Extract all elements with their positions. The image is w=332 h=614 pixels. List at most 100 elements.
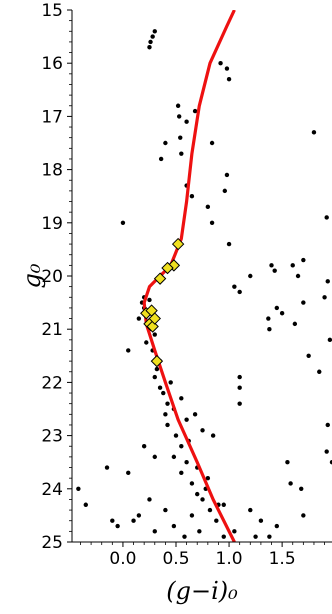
star-point — [195, 491, 200, 497]
star-point — [163, 507, 168, 513]
x-axis-label: (g−i)₀ — [166, 577, 238, 605]
star-point — [274, 305, 280, 311]
star-point — [171, 454, 177, 460]
star-point — [237, 289, 242, 295]
y-tick-label: 19 — [41, 214, 63, 234]
star-point — [205, 475, 211, 481]
star-point — [322, 295, 327, 300]
star-point — [209, 140, 215, 146]
star-point — [163, 412, 168, 417]
star-point — [136, 316, 142, 321]
y-tick-label: 21 — [41, 320, 63, 340]
star-point — [157, 385, 163, 390]
star-point — [144, 340, 149, 345]
star-point — [292, 321, 298, 327]
star-point — [311, 130, 317, 135]
star-point — [226, 76, 232, 82]
star-point — [83, 502, 88, 507]
star-point — [272, 268, 277, 273]
y-tick-label: 20 — [41, 267, 63, 287]
star-point — [299, 486, 304, 491]
star-point — [184, 460, 189, 465]
star-point — [110, 518, 115, 523]
star-point — [147, 297, 152, 303]
star-point — [163, 140, 168, 146]
star-point — [209, 220, 215, 225]
star-point — [317, 369, 322, 374]
star-point — [210, 433, 216, 438]
star-point — [327, 337, 332, 343]
y-tick-label: 25 — [41, 533, 63, 553]
x-tick-label: 0.5 — [162, 549, 189, 569]
star-point — [205, 204, 211, 210]
star-point — [207, 507, 213, 513]
y-tick-label: 16 — [41, 54, 63, 74]
star-point — [253, 534, 258, 539]
y-axis-label: g₀ — [18, 263, 46, 288]
y-tick-label: 22 — [41, 373, 63, 393]
plot-content — [76, 10, 332, 542]
star-point — [269, 263, 274, 268]
star-point — [290, 263, 295, 268]
star-point — [237, 401, 242, 406]
star-point — [232, 284, 237, 289]
member-diamond — [148, 312, 161, 325]
x-tick-label: 1.5 — [269, 549, 296, 569]
star-point — [218, 61, 223, 66]
star-point — [152, 29, 157, 34]
star-point — [178, 135, 183, 140]
member-diamond — [153, 272, 167, 285]
star-point — [226, 241, 232, 247]
star-point — [184, 417, 189, 422]
y-tick-label: 15 — [41, 1, 63, 21]
star-point — [136, 513, 142, 518]
star-point — [175, 103, 181, 108]
star-point — [152, 454, 157, 460]
star-point — [295, 273, 301, 279]
star-point — [222, 188, 228, 194]
star-point — [154, 366, 160, 372]
star-point — [171, 523, 177, 529]
star-point — [288, 481, 293, 486]
star-point — [179, 470, 184, 476]
star-point — [189, 481, 195, 486]
star-point — [126, 470, 131, 476]
y-tick-label: 17 — [41, 107, 63, 127]
y-axis-ticks: 15 16 17 18 19 20 21 22 23 24 25 — [41, 1, 72, 553]
star-point — [237, 385, 242, 390]
star-point — [158, 156, 164, 162]
y-tick-label: 23 — [41, 427, 63, 447]
star-point — [324, 449, 329, 454]
member-diamond — [150, 354, 164, 368]
star-point — [152, 529, 157, 534]
star-point — [104, 465, 110, 470]
star-point — [248, 273, 253, 279]
star-point — [306, 353, 311, 358]
star-point — [325, 422, 330, 428]
star-point — [232, 529, 237, 534]
x-tick-label: 0.0 — [109, 549, 136, 569]
star-point — [214, 518, 219, 523]
star-point — [267, 534, 272, 539]
star-point — [221, 534, 226, 539]
star-point — [301, 257, 306, 263]
star-point — [301, 300, 306, 305]
isochrone-line — [142, 10, 236, 542]
member-diamond — [171, 237, 185, 251]
star-point — [267, 327, 272, 332]
star-point — [189, 194, 195, 199]
star-point — [147, 497, 152, 502]
star-point — [126, 348, 131, 353]
star-point — [179, 396, 184, 401]
star-point — [179, 151, 184, 156]
star-point — [168, 380, 173, 385]
star-point — [76, 486, 81, 491]
star-point — [285, 460, 290, 465]
star-point — [325, 279, 330, 284]
x-tick-label: 1.0 — [216, 549, 243, 569]
y-tick-label: 24 — [41, 480, 63, 500]
star-point — [274, 523, 280, 529]
star-point — [161, 390, 166, 396]
star-point — [258, 518, 264, 523]
